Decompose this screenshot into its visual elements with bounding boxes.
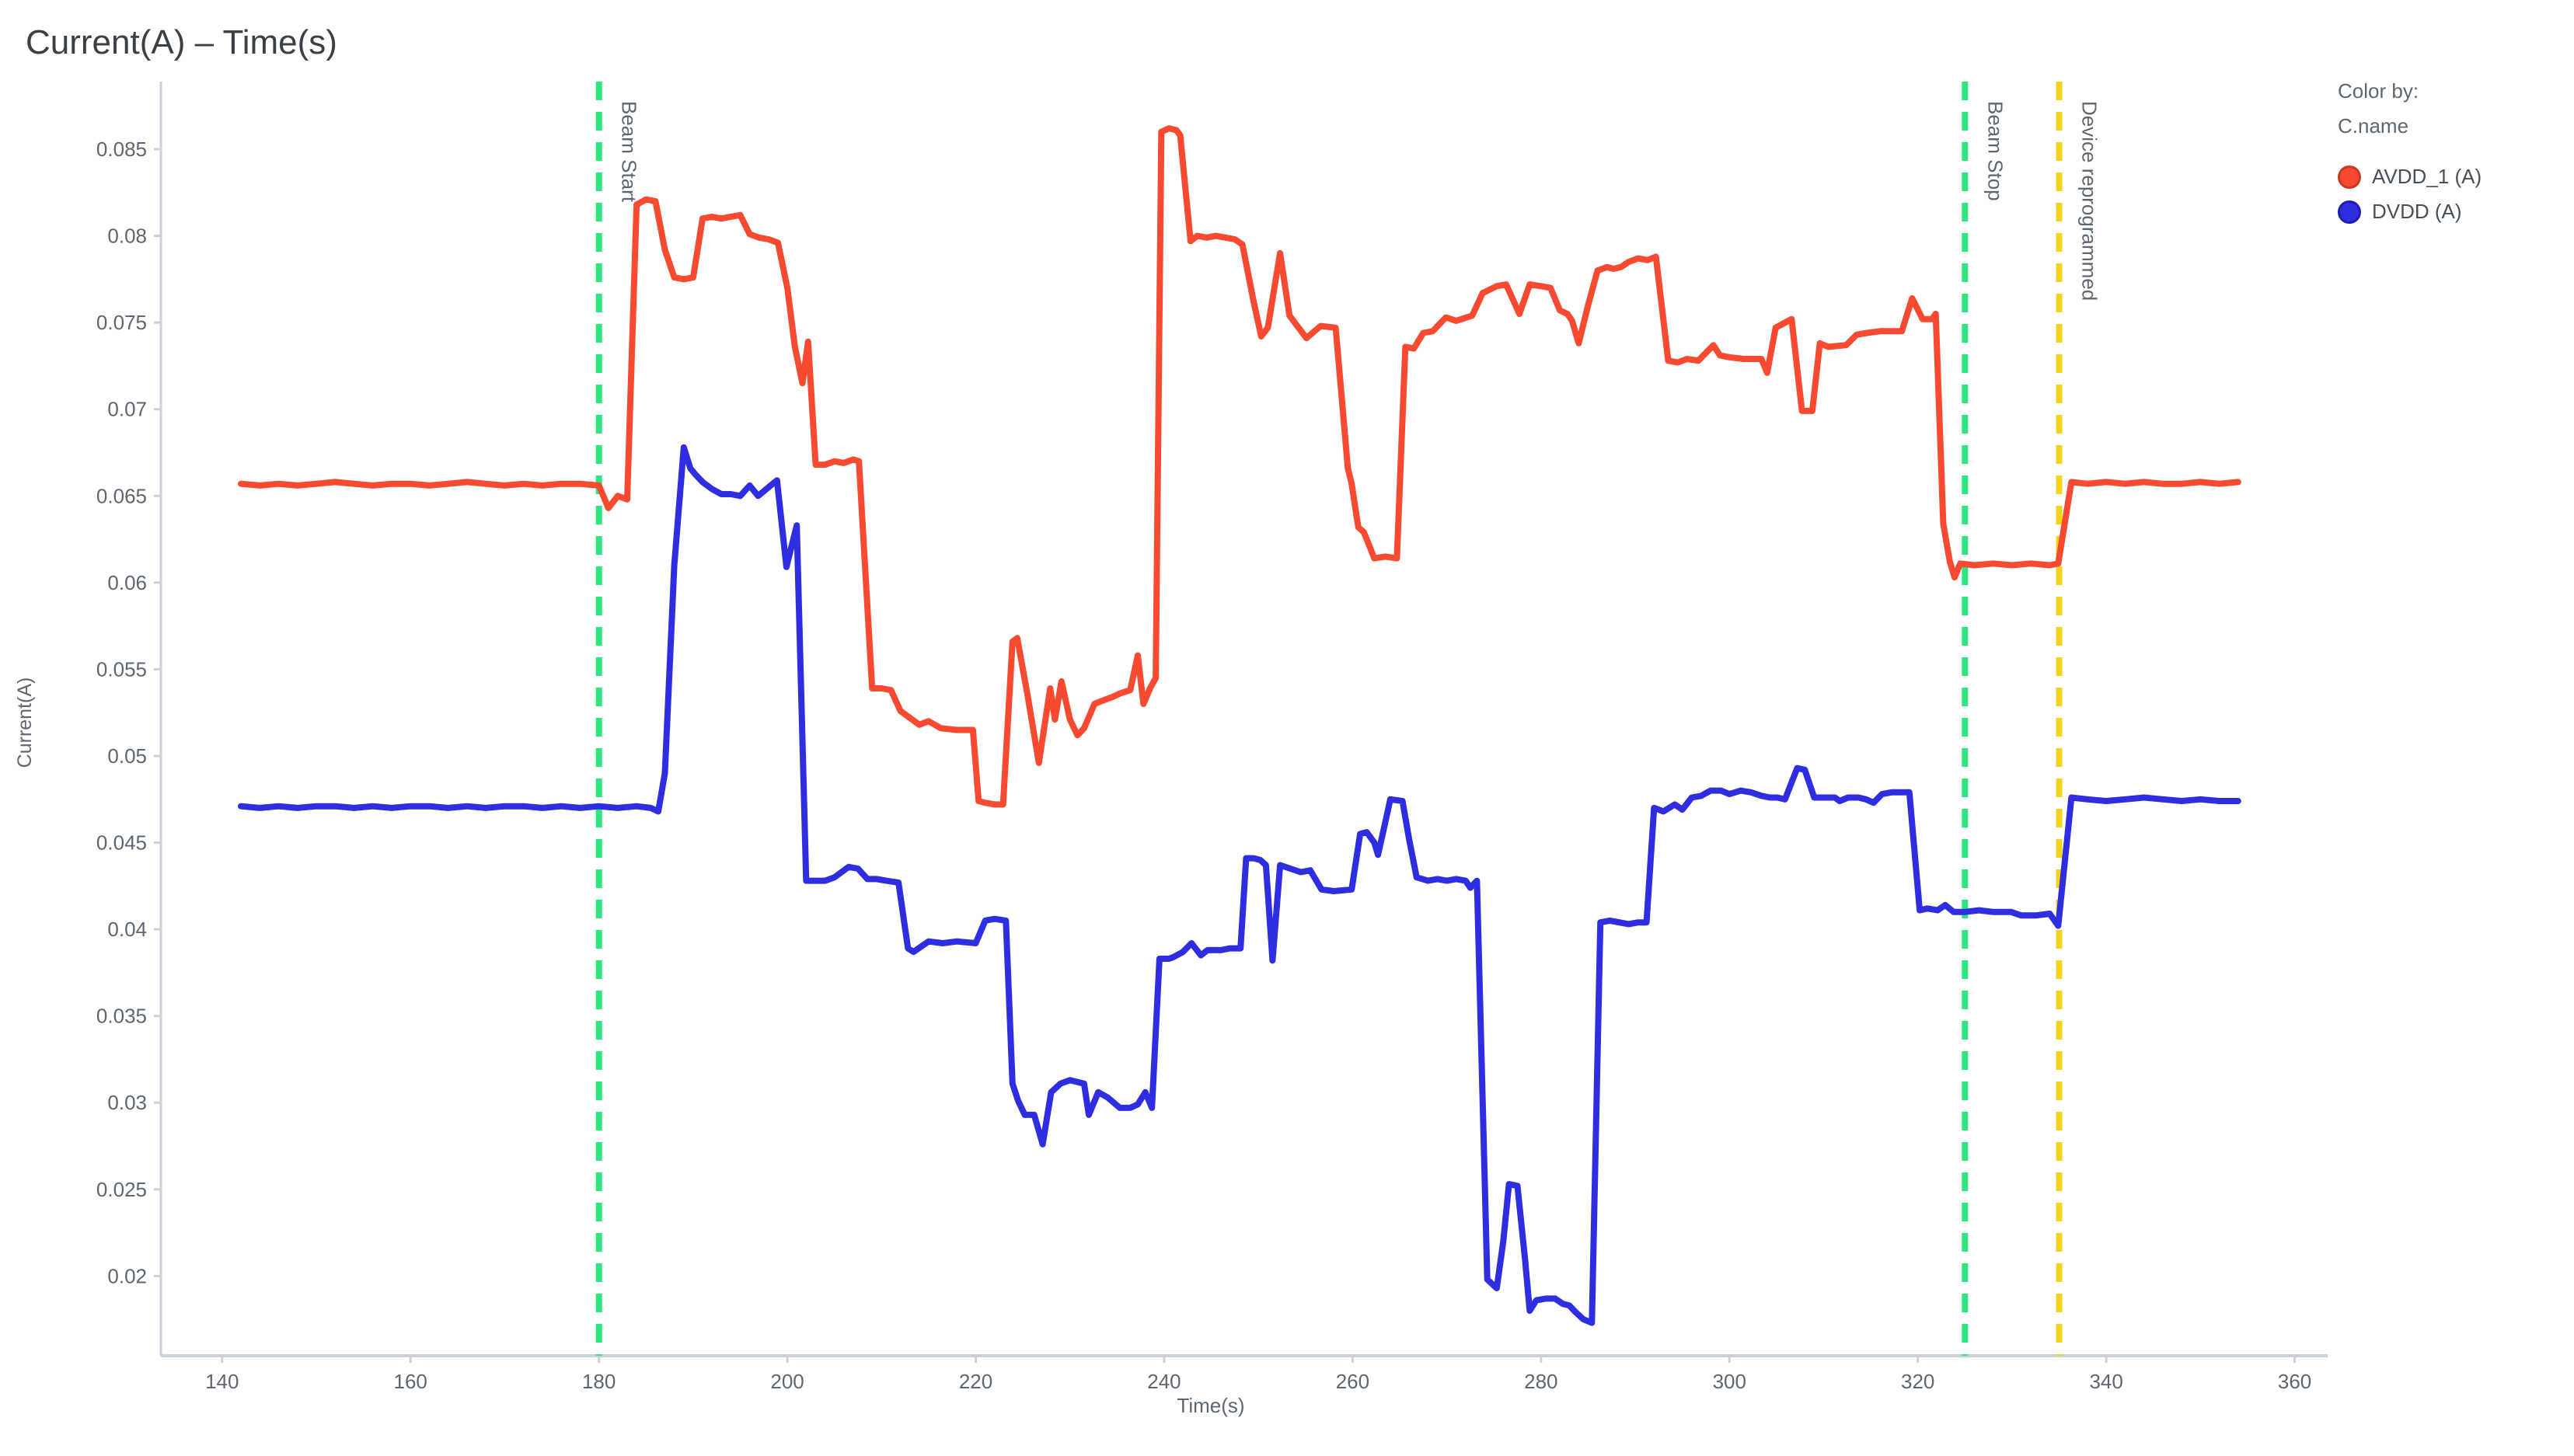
y-tick-label: 0.035 <box>96 1005 147 1028</box>
legend-swatch-dvdd-icon <box>2338 200 2361 224</box>
legend-item-avdd1[interactable]: AVDD_1 (A) <box>2338 165 2482 189</box>
x-tick-label: 140 <box>205 1370 239 1393</box>
y-tick-label: 0.025 <box>96 1178 147 1201</box>
x-tick-label: 160 <box>394 1370 427 1393</box>
legend-label-dvdd: DVDD (A) <box>2372 200 2462 223</box>
x-tick-label: 220 <box>959 1370 992 1393</box>
x-tick-label: 240 <box>1147 1370 1181 1393</box>
y-tick-label: 0.06 <box>107 571 147 594</box>
y-tick-label: 0.07 <box>107 398 147 421</box>
x-tick-label: 280 <box>1524 1370 1557 1393</box>
series-line-avdd_1[interactable] <box>238 125 2241 808</box>
x-axis-title: Time(s) <box>1177 1394 1244 1417</box>
x-tick-label: 320 <box>1901 1370 1934 1393</box>
y-axis-title: Current(A) <box>14 677 36 768</box>
y-tick-label: 0.045 <box>96 831 147 855</box>
x-tick-label: 300 <box>1713 1370 1746 1393</box>
y-tick-label: 0.08 <box>107 225 147 248</box>
y-tick-label: 0.03 <box>107 1091 147 1114</box>
legend-heading-colorby: Color by: <box>2338 79 2419 103</box>
ref-line-label: Beam Start <box>618 101 641 203</box>
legend-item-dvdd[interactable]: DVDD (A) <box>2338 200 2482 224</box>
y-tick-label: 0.065 <box>96 484 147 507</box>
legend-label-avdd1: AVDD_1 (A) <box>2372 165 2482 188</box>
legend-swatch-avdd1-icon <box>2338 165 2361 189</box>
y-tick-label: 0.04 <box>107 918 147 941</box>
y-tick-label: 0.05 <box>107 744 147 768</box>
legend: Color by: C.name AVDD_1 (A) DVDD (A) <box>2338 79 2482 235</box>
legend-heading-field: C.name <box>2338 114 2409 138</box>
x-tick-label: 200 <box>770 1370 804 1393</box>
x-tick-label: 340 <box>2089 1370 2122 1393</box>
x-tick-label: 180 <box>582 1370 616 1393</box>
chart-title: Current(A) – Time(s) <box>26 23 337 61</box>
ref-line-label: Device reprogrammed <box>2078 101 2101 301</box>
ref-line-label: Beam Stop <box>1983 101 2007 201</box>
y-tick-label: 0.055 <box>96 657 147 681</box>
series-line-dvdd[interactable] <box>238 444 2241 1326</box>
y-tick-label: 0.02 <box>107 1264 147 1287</box>
x-tick-label: 260 <box>1336 1370 1369 1393</box>
y-tick-label: 0.075 <box>96 311 147 334</box>
x-tick-label: 360 <box>2278 1370 2311 1393</box>
y-tick-label: 0.085 <box>96 138 147 161</box>
